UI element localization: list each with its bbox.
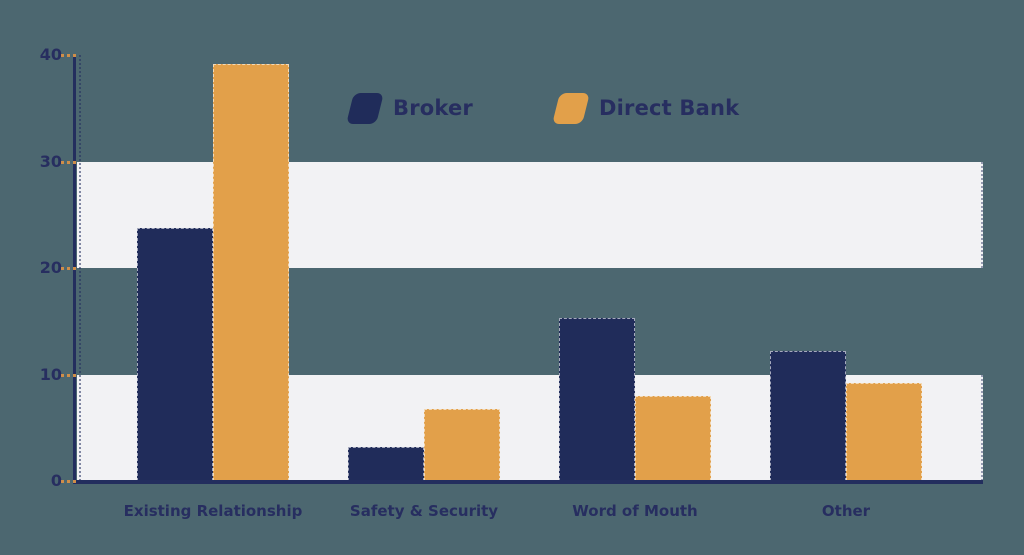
y-tick-label: 40 (39, 45, 62, 64)
x-category-label: Safety & Security (349, 502, 499, 520)
bar-direct-bank-other (846, 383, 922, 481)
y-tick-dash (61, 373, 76, 377)
grid-band (77, 161, 983, 268)
legend-label-broker: Broker (393, 96, 473, 120)
y-tick-dash (61, 267, 76, 270)
y-axis-dotted-guide (79, 55, 81, 481)
bar-direct-bank-safety-security (424, 408, 500, 481)
y-tick-label: 0 (50, 471, 62, 490)
y-tick-dash (61, 480, 76, 483)
legend-label-direct-bank: Direct Bank (599, 96, 740, 120)
broker-swatch-icon (346, 92, 384, 124)
x-category-label: Existing Relationship (123, 502, 303, 520)
legend-item-direct-bank: Direct Bank (552, 90, 740, 126)
bar-broker-other (770, 351, 846, 481)
y-tick-dash (61, 54, 76, 57)
x-axis-line (73, 480, 983, 484)
direct-bank-swatch-icon (552, 92, 590, 124)
y-axis-line (73, 55, 76, 484)
bar-broker-word-of-mouth (559, 318, 635, 481)
bar-broker-existing-relationship (137, 227, 213, 481)
y-tick-label: 20 (39, 258, 62, 277)
bar-direct-bank-existing-relationship (213, 63, 289, 481)
y-tick-label: 30 (39, 151, 62, 171)
y-tick-label: 10 (39, 364, 62, 384)
bar-broker-safety-security (348, 446, 424, 481)
x-category-label: Word of Mouth (572, 502, 698, 520)
grid-band (77, 374, 983, 481)
legend-item-broker: Broker (346, 90, 473, 126)
x-category-label: Other (821, 502, 871, 520)
bar-direct-bank-word-of-mouth (635, 395, 711, 481)
y-tick-dash (61, 160, 76, 164)
